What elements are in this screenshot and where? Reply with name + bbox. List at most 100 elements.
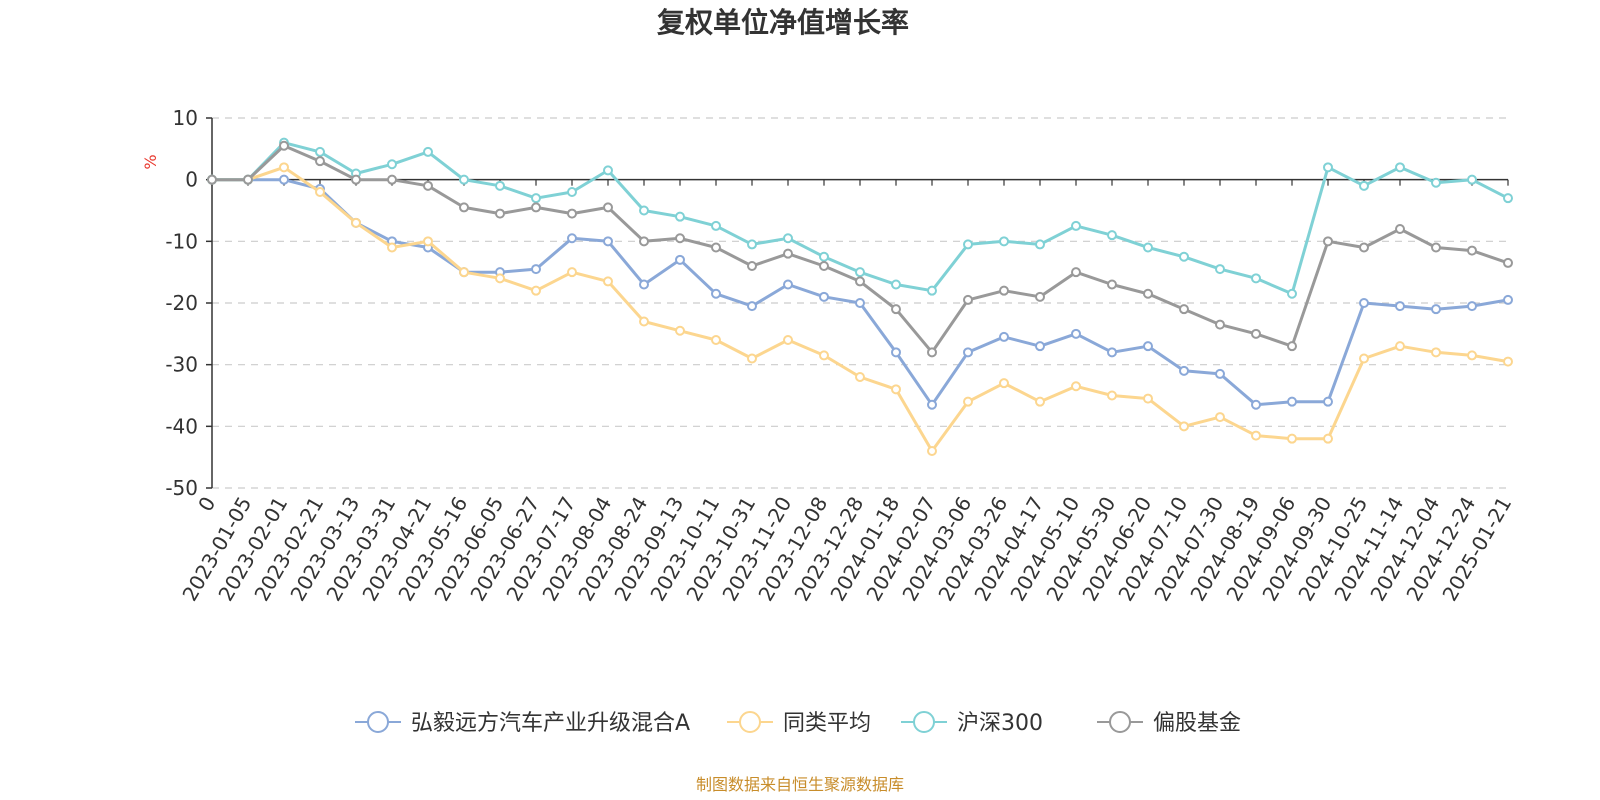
data-point	[855, 372, 865, 382]
y-axis: 10 0 -10 -20 -30 -40 -50	[165, 106, 213, 500]
data-point	[927, 399, 937, 410]
data-point	[1035, 396, 1045, 407]
data-point	[1323, 236, 1333, 247]
legend-label: 偏股基金	[1153, 711, 1241, 736]
data-point	[819, 291, 829, 302]
data-point	[1179, 304, 1189, 315]
data-point	[999, 331, 1009, 342]
data-point	[1215, 368, 1225, 379]
data-point	[567, 267, 577, 278]
y-tick-label: 0	[185, 168, 198, 192]
data-point	[1179, 251, 1189, 262]
legend-marker-icon	[1109, 711, 1131, 733]
data-point	[1143, 341, 1153, 352]
data-point	[603, 276, 613, 287]
data-point	[423, 180, 433, 191]
data-point	[1035, 239, 1045, 250]
data-point	[1215, 264, 1225, 275]
data-point	[1359, 180, 1369, 191]
data-point	[1107, 230, 1117, 241]
data-point	[495, 208, 505, 219]
data-point	[279, 174, 289, 185]
data-point	[999, 378, 1009, 389]
data-point	[603, 202, 613, 213]
data-point	[711, 220, 721, 231]
data-point	[963, 294, 973, 305]
legend-marker-icon	[913, 711, 935, 733]
legend-marker-icon	[367, 711, 389, 733]
data-point	[675, 325, 685, 336]
legend-item[interactable]: 沪深300	[901, 711, 1043, 736]
data-point	[1143, 393, 1153, 404]
data-point	[1287, 396, 1297, 407]
data-point	[1323, 433, 1333, 444]
data-point	[1359, 242, 1369, 253]
data-point	[603, 236, 613, 247]
data-point	[747, 239, 757, 250]
data-point	[1503, 294, 1513, 305]
data-point	[531, 193, 541, 204]
data-point	[1323, 162, 1333, 173]
legend-label: 沪深300	[957, 711, 1043, 736]
data-point	[1179, 365, 1189, 376]
data-point	[711, 335, 721, 345]
chart-title: 复权单位净值增长率	[657, 6, 909, 39]
data-point	[495, 180, 505, 191]
source-note: 制图数据来自恒生聚源数据库	[696, 775, 904, 794]
data-point	[387, 242, 397, 253]
data-point	[675, 233, 685, 244]
data-point	[1107, 390, 1117, 401]
data-point	[567, 208, 577, 219]
data-point	[963, 347, 973, 358]
data-point	[1143, 242, 1153, 253]
data-point	[1071, 328, 1081, 339]
data-point	[999, 236, 1009, 247]
data-point	[927, 446, 937, 456]
data-point	[1035, 341, 1045, 352]
legend-item[interactable]: 同类平均	[727, 711, 871, 736]
x-tick-label: 0	[193, 493, 220, 516]
y-axis-unit-label: %	[141, 154, 160, 169]
data-point	[1071, 220, 1081, 231]
data-point	[207, 174, 217, 185]
data-point	[639, 316, 649, 327]
data-point	[783, 279, 793, 290]
data-point	[567, 187, 577, 197]
data-point	[855, 298, 865, 308]
data-point	[1431, 177, 1441, 188]
data-point	[1215, 319, 1225, 330]
data-point	[891, 279, 901, 290]
data-point	[675, 254, 685, 265]
data-point	[603, 165, 613, 176]
data-point	[531, 264, 541, 275]
legend-item[interactable]: 弘毅远方汽车产业升级混合A	[355, 711, 690, 736]
data-point	[1035, 291, 1045, 302]
y-tick-label: -40	[165, 414, 198, 438]
data-point	[1251, 430, 1261, 441]
data-point	[243, 174, 253, 185]
data-point	[279, 162, 289, 173]
data-point	[783, 233, 793, 244]
data-point	[1431, 347, 1441, 358]
legend-label: 同类平均	[783, 711, 871, 736]
data-point	[711, 242, 721, 253]
y-tick-label: 10	[173, 106, 198, 130]
data-point	[639, 236, 649, 247]
data-point	[855, 267, 865, 278]
legend: 弘毅远方汽车产业升级混合A 同类平均 沪深300 偏股基金	[355, 711, 1241, 736]
legend-item[interactable]: 偏股基金	[1097, 711, 1241, 736]
data-point	[495, 273, 505, 284]
data-point	[819, 261, 829, 271]
data-point	[1467, 301, 1477, 312]
data-point	[531, 202, 541, 213]
y-tick-label: -20	[165, 291, 198, 315]
y-tick-label: -10	[165, 229, 198, 253]
data-point	[927, 285, 937, 296]
data-point	[1107, 279, 1117, 290]
data-point	[1467, 350, 1477, 361]
data-point	[1251, 328, 1261, 339]
data-point	[351, 174, 361, 185]
data-point	[315, 156, 325, 167]
data-point	[315, 187, 325, 197]
